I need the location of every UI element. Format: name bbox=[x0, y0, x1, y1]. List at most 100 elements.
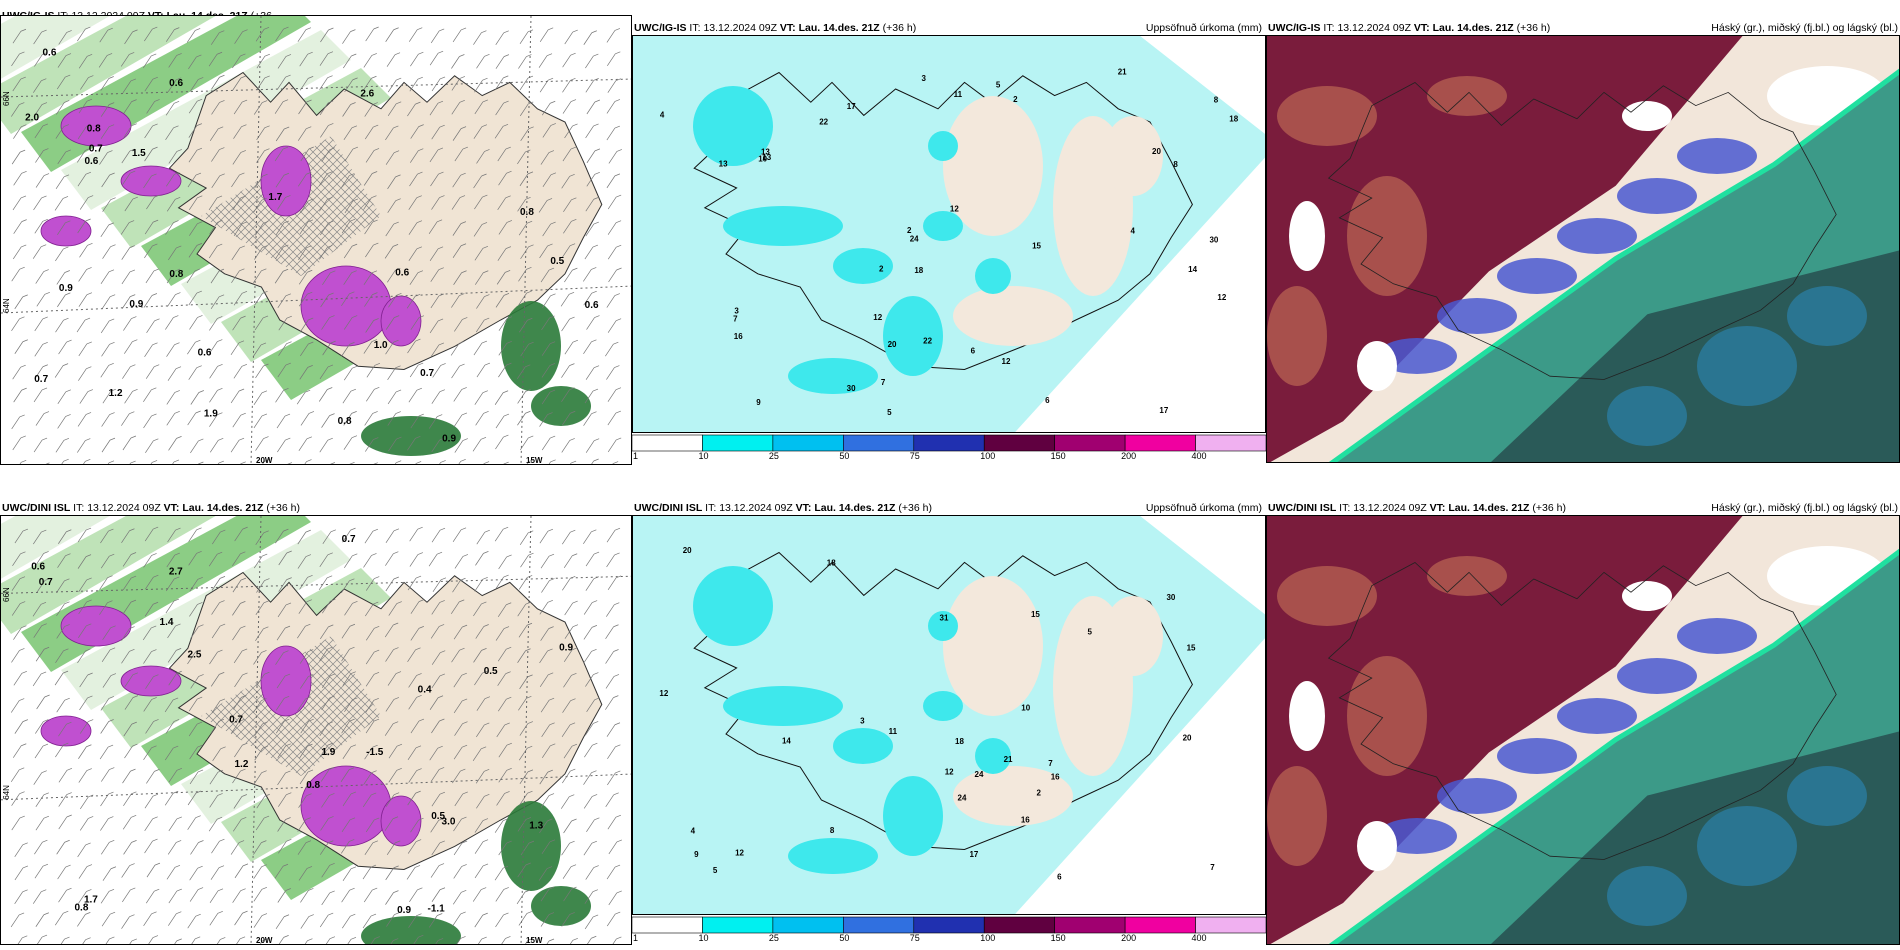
wind-barb bbox=[168, 245, 182, 261]
wind-barb bbox=[297, 171, 312, 187]
wind-barb bbox=[146, 194, 160, 210]
wind-barb bbox=[363, 75, 377, 91]
wind-barb bbox=[232, 888, 246, 903]
map-frame[interactable]: 5 8 7 6 3 2 13 11 12 22 18 10 14 12 20 21 22 30 24 17 16 13 15… bbox=[632, 35, 1266, 433]
wind-barb bbox=[216, 937, 226, 944]
wind-barb bbox=[342, 527, 356, 543]
wind-barb bbox=[343, 411, 357, 426]
map-frame[interactable] bbox=[1266, 515, 1900, 945]
wind-barb bbox=[19, 459, 27, 464]
wind-barb bbox=[319, 437, 333, 453]
wind-barb bbox=[319, 197, 333, 212]
precip-green bbox=[531, 886, 591, 926]
wind-barb bbox=[300, 411, 315, 426]
map-frame[interactable] bbox=[1266, 35, 1900, 463]
wind-barb bbox=[144, 146, 158, 162]
wind-barb bbox=[188, 696, 203, 712]
wind-barb bbox=[121, 528, 135, 543]
wind-barb bbox=[255, 221, 269, 236]
wind-barb bbox=[385, 528, 400, 544]
wind-barb bbox=[232, 195, 246, 211]
wind-barb bbox=[454, 554, 469, 569]
wind-barb bbox=[473, 601, 487, 617]
map-frame[interactable]: 20W 15W 66N 64N 0.8 0.7 0.6 1.0 0.6 0.5 0.8 0.9 0.9 0… bbox=[0, 15, 632, 465]
wind-barb bbox=[384, 244, 399, 259]
wind-barb bbox=[32, 602, 47, 617]
map-frame[interactable]: 12 7 8 5 11 30 21 24 17 18 16 15 24 20 18 16 12 31 12 14 20 1… bbox=[632, 515, 1266, 915]
wind-barb bbox=[11, 51, 25, 67]
wind-barb bbox=[540, 912, 555, 927]
value-label: 0.9 bbox=[59, 283, 73, 294]
wind-barb bbox=[518, 54, 532, 69]
value-label: 16 bbox=[1021, 815, 1030, 824]
wind-barb bbox=[365, 718, 380, 734]
wind-barb bbox=[275, 220, 290, 236]
wind-barb bbox=[99, 150, 113, 165]
wind-barb bbox=[341, 173, 355, 188]
wind-barb bbox=[188, 147, 203, 163]
no-precip-land bbox=[943, 96, 1043, 236]
wind-barb bbox=[164, 745, 179, 761]
low-cloud-edge bbox=[1328, 68, 1899, 462]
wind-barb bbox=[78, 341, 92, 357]
wind-barb bbox=[33, 770, 47, 785]
wind-barb bbox=[583, 600, 598, 615]
wind-barb bbox=[363, 339, 377, 354]
wind-barb bbox=[166, 172, 180, 187]
wind-barb bbox=[452, 911, 466, 927]
wind-barb bbox=[123, 840, 137, 855]
colorbar-tick-label: 400 bbox=[1191, 451, 1207, 461]
map-frame[interactable]: 20W 15W 66N 64N -1.5 0.4 0.8 0.7 -1.1 0.5 0.7 0.9 1.… bbox=[0, 515, 632, 945]
value-label: 17 bbox=[1159, 406, 1168, 415]
wind-barb bbox=[365, 625, 380, 641]
wind-barb bbox=[428, 913, 443, 928]
value-label: 1.5 bbox=[132, 148, 146, 159]
wind-barb bbox=[342, 791, 357, 807]
wind-barb bbox=[144, 219, 159, 235]
high-cloud-thin bbox=[1277, 566, 1377, 626]
colorbar-tick-label: 75 bbox=[909, 933, 920, 943]
precip-heavy bbox=[60, 605, 132, 647]
wind-barb bbox=[300, 146, 314, 162]
wind-barb bbox=[385, 150, 400, 165]
wind-barb bbox=[606, 602, 620, 617]
wind-barb bbox=[476, 794, 490, 809]
wind-barb bbox=[385, 27, 399, 42]
wind-barb bbox=[365, 148, 380, 163]
wind-barb bbox=[187, 790, 202, 806]
colorbar-segment bbox=[702, 434, 774, 452]
wind-barb bbox=[541, 389, 556, 405]
value-label: 22 bbox=[923, 337, 932, 346]
wind-barb bbox=[343, 365, 358, 381]
wind-barb bbox=[363, 195, 377, 210]
wind-barb bbox=[520, 126, 534, 142]
wind-barb bbox=[76, 317, 91, 333]
wind-barb bbox=[561, 912, 575, 927]
wind-barb bbox=[11, 316, 25, 331]
wind-barb bbox=[319, 912, 334, 928]
wind-barb bbox=[297, 529, 311, 545]
wind-barb bbox=[100, 222, 114, 238]
wind-barb bbox=[35, 912, 49, 927]
low-cloud-edge bbox=[1328, 548, 1899, 944]
wind-barb bbox=[494, 818, 509, 833]
precip-title: Uppsöfnuð úrkoma (mm) bbox=[1145, 22, 1262, 34]
panel-row2-wind: UWC/DINI ISL IT: 13.12.2024 09Z VT: Lau.… bbox=[0, 490, 632, 950]
wind-barb bbox=[123, 99, 137, 114]
wind-barb bbox=[217, 460, 224, 464]
wind-barb bbox=[585, 672, 599, 687]
wind-barb bbox=[57, 149, 71, 165]
wind-barb bbox=[451, 195, 466, 210]
value-label: 10 bbox=[1021, 704, 1030, 713]
wind-barb bbox=[585, 196, 599, 212]
wind-barb bbox=[562, 77, 576, 93]
wind-barb bbox=[232, 625, 246, 641]
low-cloud-blue bbox=[1697, 806, 1797, 886]
wind-barb bbox=[520, 552, 534, 568]
wind-barb bbox=[452, 172, 466, 188]
value-label: 24 bbox=[910, 235, 919, 244]
value-label: 6 bbox=[1057, 873, 1062, 882]
wind-barb bbox=[274, 146, 289, 162]
wind-barb bbox=[585, 365, 600, 380]
wind-barb bbox=[607, 194, 622, 210]
